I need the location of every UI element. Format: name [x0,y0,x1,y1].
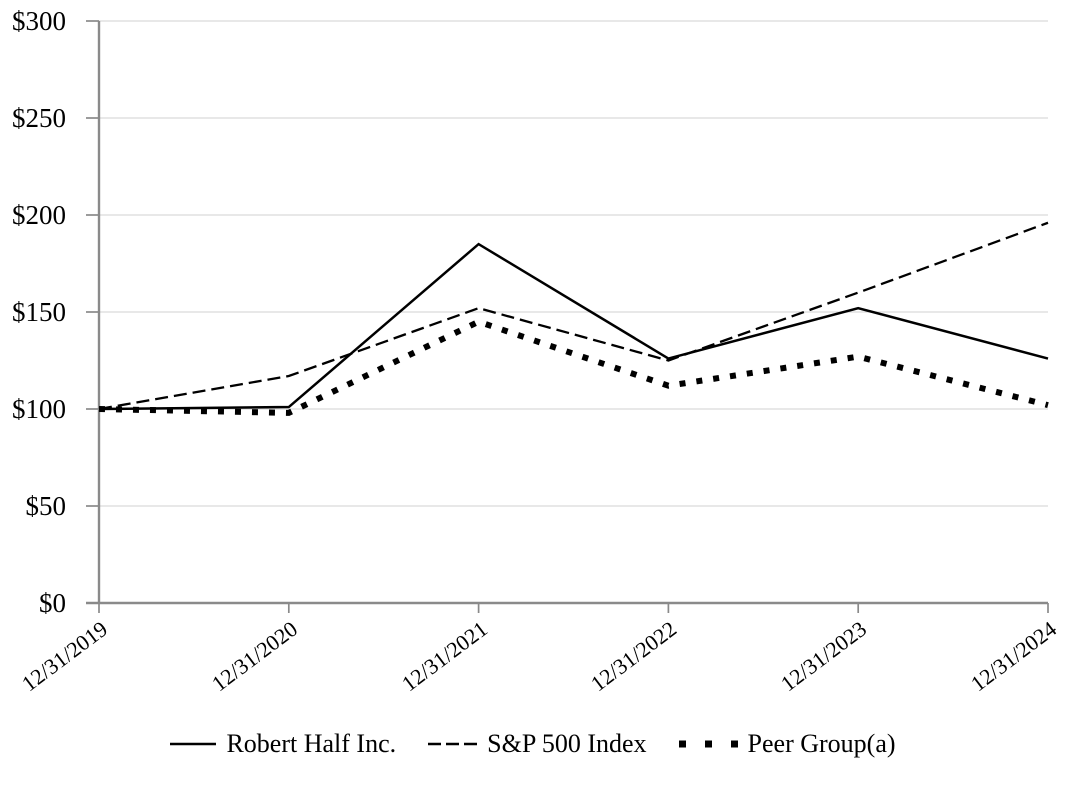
series-line [98,318,1049,416]
y-axis-label: $150 [12,297,66,327]
y-axis-label: $200 [12,200,66,230]
legend-item-robert-half: Robert Half Inc. [170,729,396,759]
y-axis-label: $250 [12,103,66,133]
series-line [98,242,1049,411]
y-axis-label: $0 [39,588,66,618]
legend-item-peer-group: Peer Group(a) [678,729,896,759]
legend-label: S&P 500 Index [487,729,647,758]
dotted-line-icon [678,740,738,748]
series-line [98,221,1049,411]
legend-item-sp500: S&P 500 Index [428,729,647,759]
y-axis-label: $100 [12,394,66,424]
solid-line-icon [170,742,217,746]
dashed-line-icon [428,742,478,746]
legend-label: Robert Half Inc. [226,729,397,758]
legend-label: Peer Group(a) [747,729,896,758]
y-axis-label: $300 [12,6,66,36]
y-axis-label: $50 [25,491,67,521]
legend: Robert Half Inc. S&P 500 Index Peer Grou… [0,729,1066,759]
